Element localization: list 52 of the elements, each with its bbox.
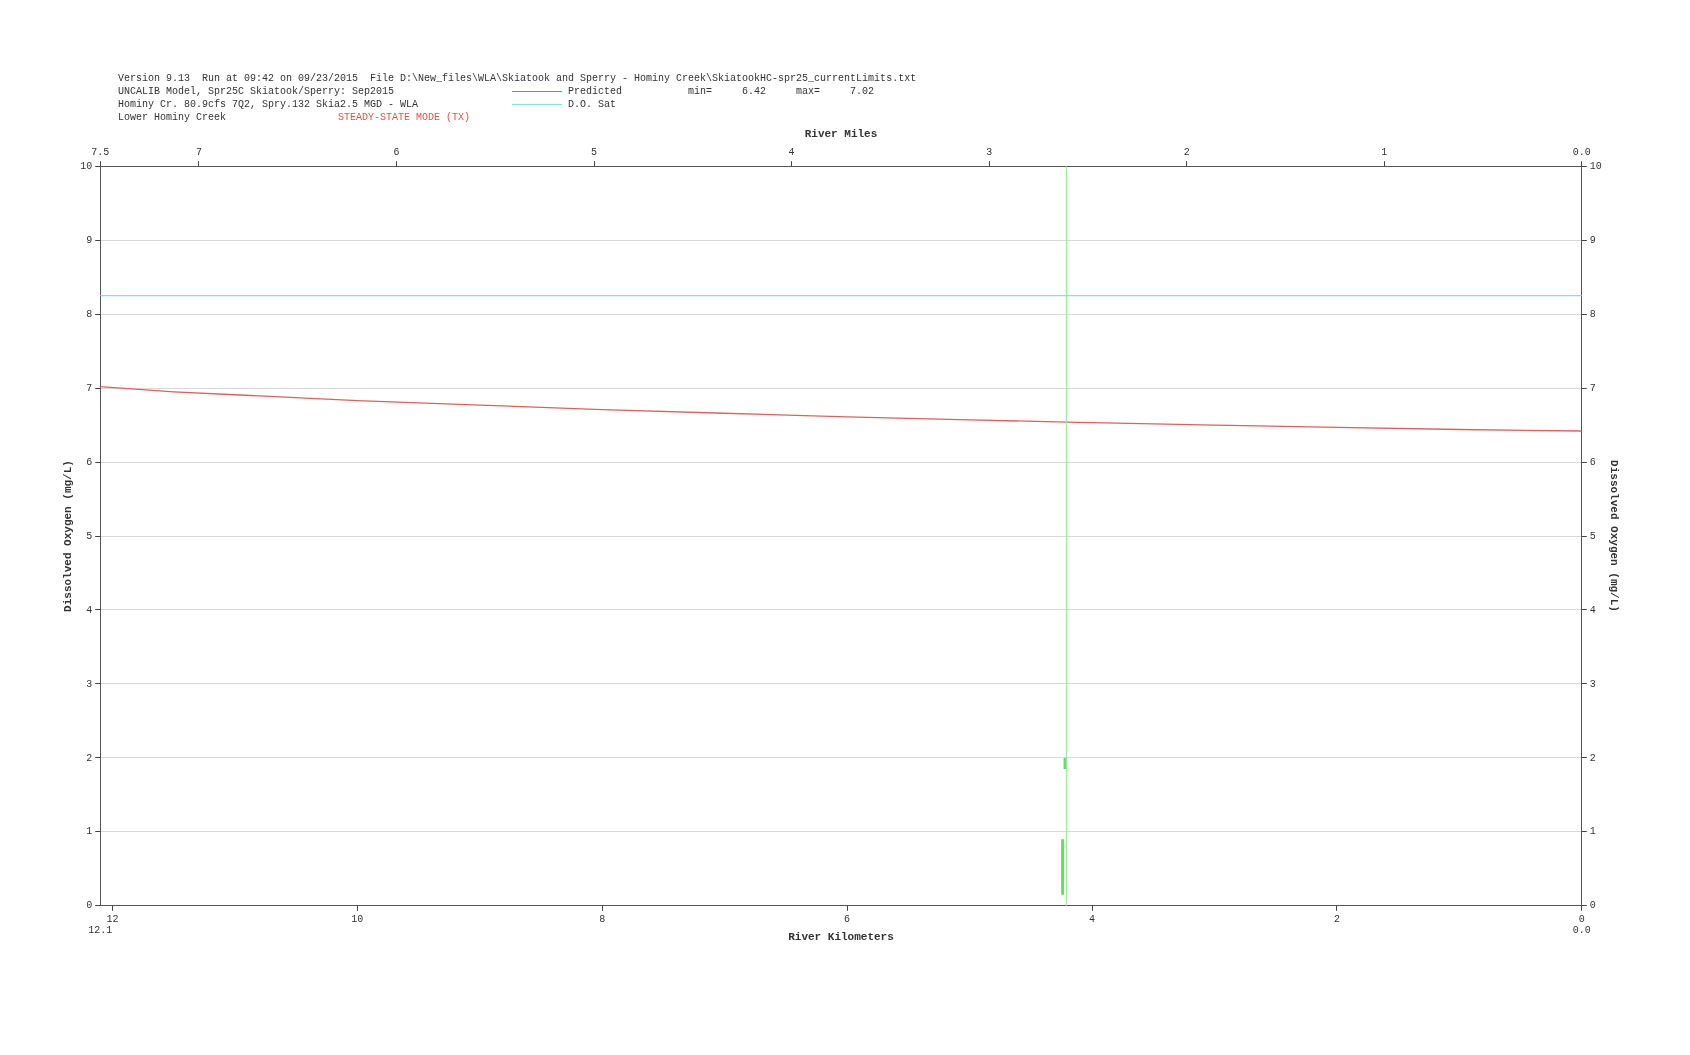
y2-tick-label: 9 bbox=[1589, 234, 1596, 246]
x2-axis-title: River Miles bbox=[804, 128, 878, 141]
y-tick-label: 9 bbox=[86, 234, 93, 246]
x2-tick-label: 0.0 bbox=[1572, 146, 1591, 158]
y2-tick-label: 8 bbox=[1589, 308, 1596, 320]
text: min= 6.42 max= 7.02 bbox=[688, 85, 875, 98]
y-axis-title: Dissolved Oxygen (mg/L) bbox=[62, 460, 75, 612]
y2-tick-label: 1 bbox=[1589, 826, 1596, 838]
legend-label: Predicted bbox=[568, 85, 623, 98]
x2-tick-label: 7.5 bbox=[91, 146, 110, 158]
x2-tick-label: 7 bbox=[195, 146, 202, 158]
text: Version 9.13 Run at 09:42 on 09/23/2015 File D:\New_files\WLA\Skiatook and Sperry - Hominy Creek\SkiatookHC-spr25_currentLimits.txt bbox=[118, 72, 917, 85]
y-tick-label: 8 bbox=[86, 308, 93, 320]
x2-tick-label: 1 bbox=[1381, 146, 1388, 158]
x2-tick-label: 6 bbox=[393, 146, 400, 158]
x2-tick-label: 3 bbox=[986, 146, 993, 158]
x2-tick-label: 5 bbox=[591, 146, 598, 158]
y-tick-label: 1 bbox=[86, 826, 93, 838]
x2-tick-label: 2 bbox=[1183, 146, 1190, 158]
y2-tick-label: 4 bbox=[1589, 604, 1596, 616]
y-tick-label: 2 bbox=[86, 752, 93, 764]
y2-tick-label: 5 bbox=[1589, 530, 1596, 542]
text: Hominy Cr. 80.9cfs 7Q2, Spry.132 Skia2.5 MGD - WLA bbox=[118, 98, 419, 111]
text: Lower Hominy Creek bbox=[118, 111, 227, 124]
y-tick-label: 10 bbox=[80, 160, 93, 172]
x-tick-label: 0 bbox=[1578, 914, 1585, 926]
text: STEADY-STATE MODE (TX) bbox=[338, 111, 471, 124]
y-tick-label: 0 bbox=[86, 900, 93, 912]
x-tick-label: 8 bbox=[599, 914, 606, 926]
y-tick-label: 3 bbox=[86, 678, 93, 690]
x-tick-label: 2 bbox=[1333, 914, 1340, 926]
x-axis-title: River Kilometers bbox=[788, 931, 894, 944]
y2-tick-label: 6 bbox=[1589, 456, 1596, 468]
text: 0.0 bbox=[1572, 925, 1591, 937]
y2-tick-label: 3 bbox=[1589, 678, 1596, 690]
y2-tick-label: 0 bbox=[1589, 900, 1596, 912]
y2-tick-label: 7 bbox=[1589, 382, 1596, 394]
y-tick-label: 6 bbox=[86, 456, 93, 468]
y-tick-label: 7 bbox=[86, 382, 93, 394]
x-tick-label: 6 bbox=[844, 914, 851, 926]
x2-tick-label: 4 bbox=[788, 146, 795, 158]
x-tick-label: 4 bbox=[1089, 914, 1096, 926]
y2-tick-label: 2 bbox=[1589, 752, 1596, 764]
x-tick-label: 10 bbox=[351, 914, 364, 926]
legend-label: D.O. Sat bbox=[568, 98, 617, 111]
y-tick-label: 4 bbox=[86, 604, 93, 616]
text: UNCALIB Model, Spr25C Skiatook/Sperry: Sep2015 bbox=[118, 85, 395, 98]
y2-axis-title: Dissolved Oxygen (mg/L) bbox=[1607, 460, 1620, 612]
text: 12.1 bbox=[88, 925, 113, 937]
y2-tick-label: 10 bbox=[1589, 160, 1602, 172]
x-tick-label: 12 bbox=[106, 914, 119, 926]
y-tick-label: 5 bbox=[86, 530, 93, 542]
